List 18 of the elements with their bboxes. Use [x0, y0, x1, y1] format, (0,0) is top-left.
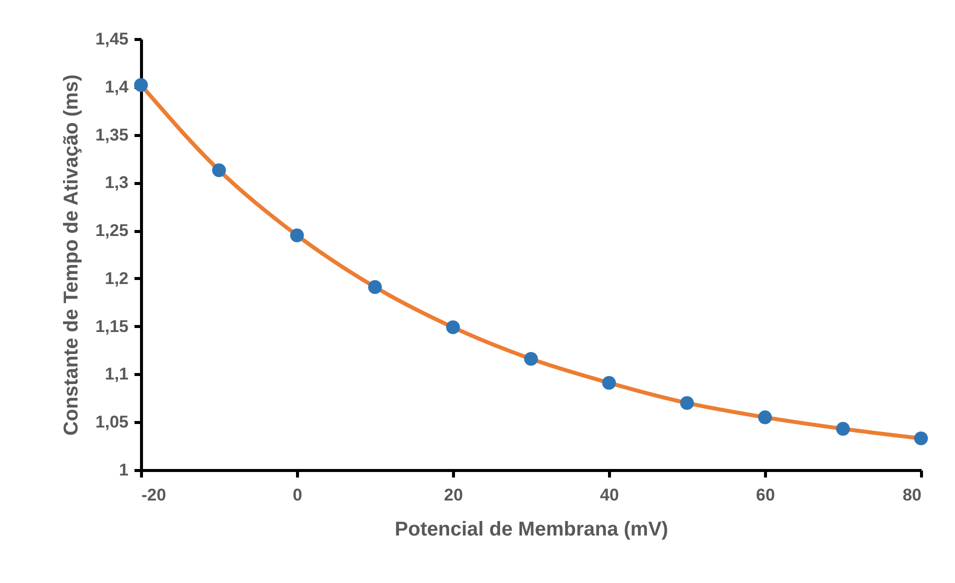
y-tick-label: 1,15 [95, 316, 128, 336]
x-tick-label: 80 [902, 486, 922, 504]
x-axis-title: Potencial de Membrana (mV) [394, 518, 668, 540]
x-tick-label: -20 [142, 486, 166, 504]
y-tick-label: 1,25 [95, 221, 128, 240]
y-tick-label: 1,35 [95, 125, 128, 144]
y-tick-label: 1,1 [104, 364, 128, 384]
y-tick-label: 1,3 [104, 173, 128, 192]
x-tick-label: 40 [600, 486, 619, 504]
x-tick-label: 60 [756, 486, 775, 504]
x-tick-label: 0 [292, 486, 302, 504]
y-tick-label: 1,05 [95, 412, 128, 432]
y-tick-label: 1,4 [104, 77, 130, 96]
y-tick-label: 1,2 [104, 268, 128, 288]
y-axis-title: Constante de Tempo de Ativação (ms) [60, 74, 82, 436]
y-tick-label: 1,45 [95, 30, 128, 48]
y-tick-label: 1 [119, 460, 128, 480]
x-tick-label: 20 [444, 486, 463, 504]
